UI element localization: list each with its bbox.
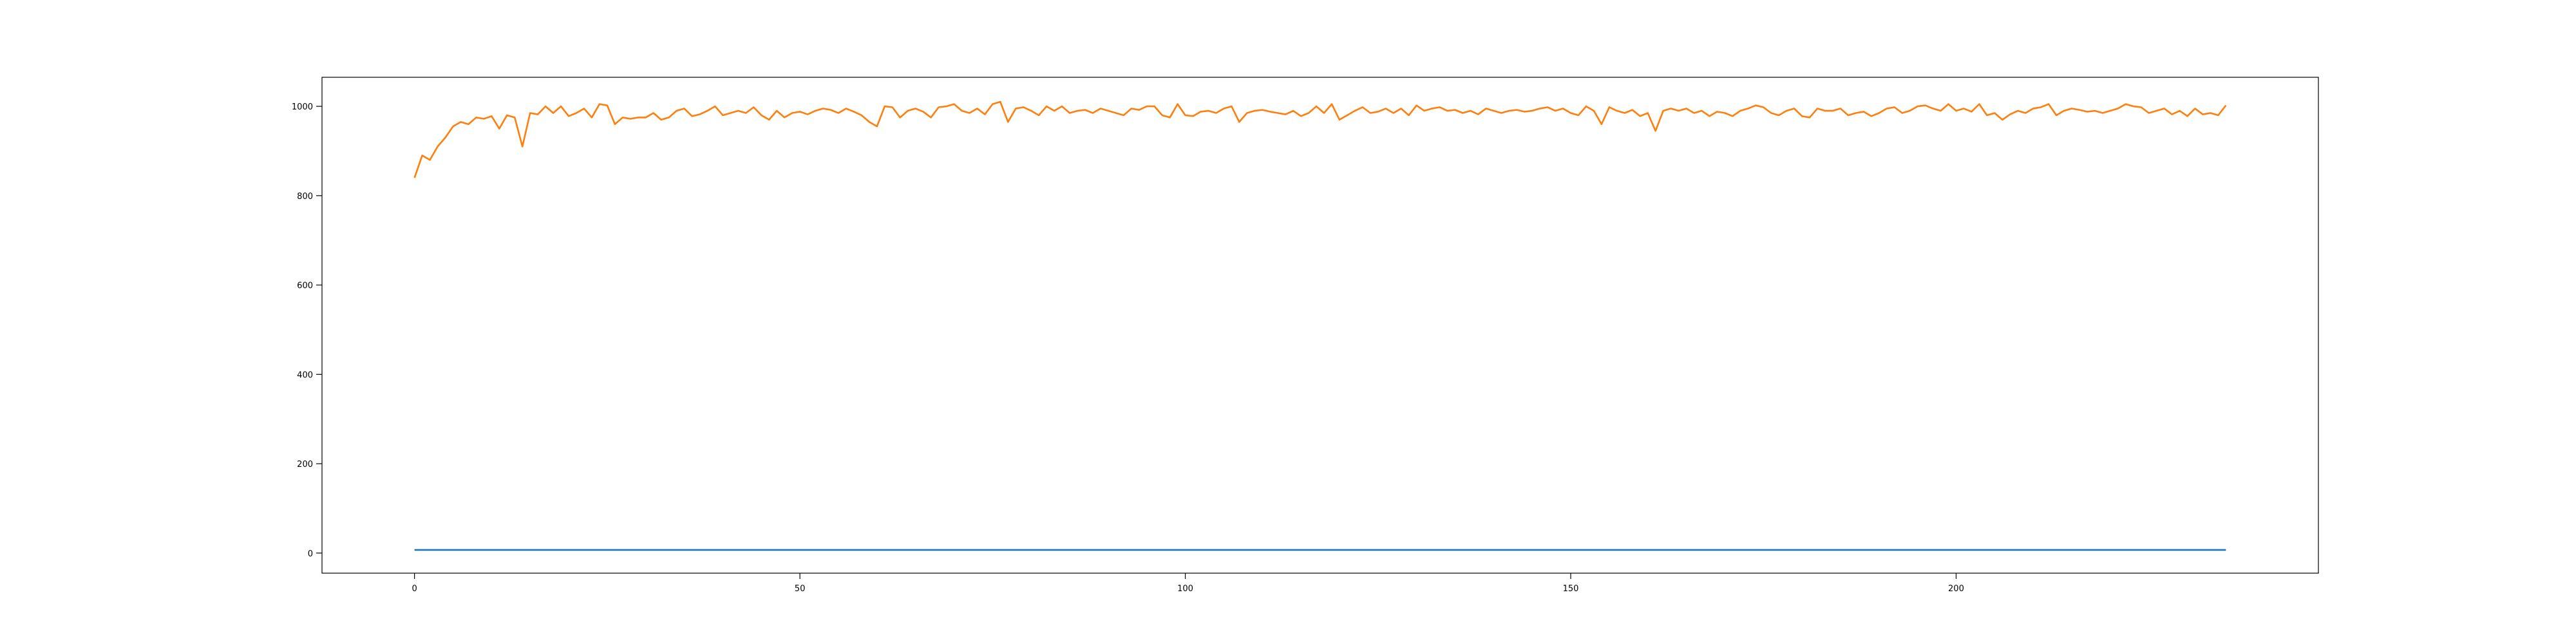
y-tick-label: 400	[297, 370, 313, 380]
x-tick-label: 150	[1563, 584, 1579, 594]
x-axis-ticks: 0 50 100 150 200	[412, 573, 1964, 594]
x-tick-label: 50	[795, 584, 806, 594]
series-line-2	[413, 100, 2227, 178]
y-tick-label: 800	[297, 192, 313, 202]
y-tick-label: 1000	[292, 102, 313, 112]
plot-area	[321, 77, 2319, 574]
y-tick-label: 200	[297, 460, 313, 469]
y-axis-ticks: 0 200 400 600 800 1000	[292, 102, 322, 559]
y-tick-label: 600	[297, 281, 313, 291]
x-tick-label: 100	[1177, 584, 1193, 594]
series-layer	[413, 100, 2227, 551]
x-tick-label: 0	[412, 584, 417, 594]
x-tick-label: 200	[1948, 584, 1964, 594]
y-tick-label: 0	[308, 549, 313, 559]
